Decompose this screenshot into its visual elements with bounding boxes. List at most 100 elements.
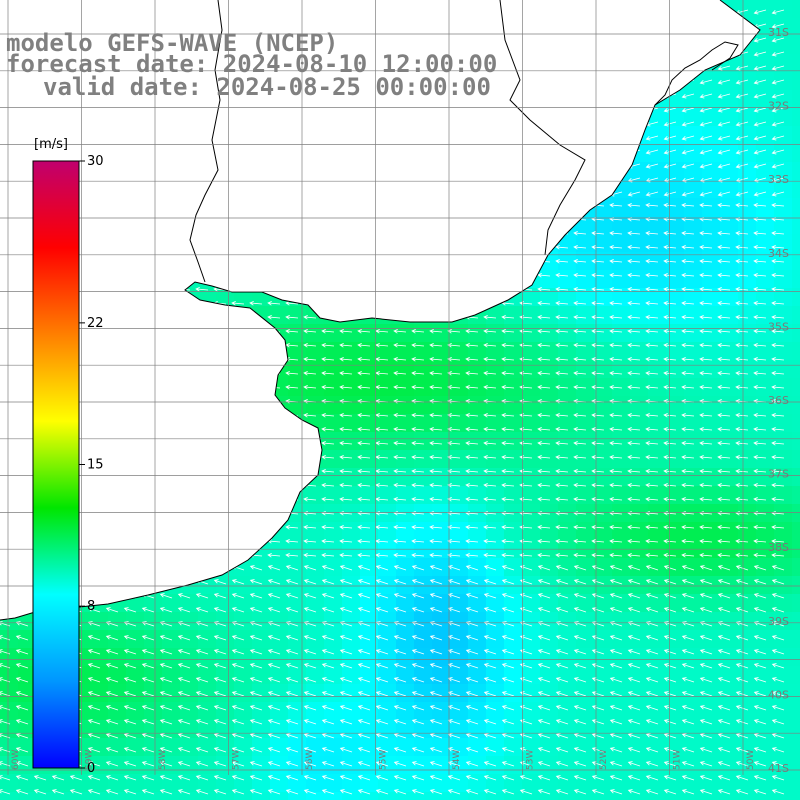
wind-arrow [339,607,353,613]
wind-arrow [717,454,731,460]
field-cell [414,792,433,800]
wind-arrow [663,412,677,418]
wind-arrow [339,426,353,432]
field-cell [612,270,631,289]
field-cell [252,558,271,577]
wind-arrow [393,663,407,669]
field-cell [756,576,775,595]
field-cell [378,432,397,451]
wind-arrow [429,482,443,488]
wind-arrow [483,440,497,446]
wind-arrow [501,412,515,418]
wind-arrow [645,440,659,446]
field-cell [666,594,685,613]
wind-arrow [753,538,767,544]
wind-arrow [267,635,281,641]
wind-arrow [771,300,785,306]
wind-arrow [267,789,281,795]
field-cell [648,630,667,649]
wind-arrow [429,593,443,599]
field-cell [234,702,253,721]
wind-arrow [231,691,245,697]
wind-arrow [195,593,209,599]
wind-arrow [429,468,443,474]
field-cell [648,162,667,181]
field-cell [540,522,559,541]
wind-arrow [645,579,659,585]
field-cell [756,558,775,577]
wind-arrow [141,705,155,711]
wind-arrow [411,440,425,446]
field-cell [720,108,739,127]
wind-arrow [375,565,389,571]
field-cell [396,612,415,631]
field-cell [594,720,613,739]
wind-arrow [663,244,677,250]
field-cell [234,720,253,739]
field-cell [324,558,343,577]
wind-arrow [195,719,209,725]
field-cell [144,648,163,667]
wind-arrow [699,135,713,141]
wind-arrow [663,426,677,432]
field-cell [792,432,800,451]
field-cell [702,234,721,253]
wind-arrow [699,649,713,655]
field-cell [630,756,649,775]
field-cell [468,360,487,379]
wind-arrow [0,775,11,781]
wind-arrow [249,635,263,641]
field-cell [504,396,523,415]
wind-arrow [627,510,641,516]
wind-arrow [627,552,641,558]
field-cell [504,306,523,325]
wind-arrow [645,384,659,390]
field-cell [666,180,685,199]
field-cell [216,774,235,793]
wind-arrow [447,775,461,781]
wind-arrow [411,719,425,725]
field-cell [594,450,613,469]
wind-arrow [411,607,425,613]
field-cell [396,432,415,451]
field-cell [738,144,757,163]
field-cell [234,612,253,631]
wind-arrow [735,370,749,376]
field-cell [234,684,253,703]
field-cell [504,468,523,487]
wind-arrow [357,635,371,641]
wind-arrow [123,733,137,739]
field-cell [450,450,469,469]
wind-arrow [771,607,785,613]
field-cell [666,468,685,487]
wind-arrow [555,356,569,362]
wind-arrow [285,300,299,306]
wind-arrow [771,37,785,43]
wind-arrow [663,482,677,488]
field-cell [216,720,235,739]
field-cell [486,360,505,379]
wind-arrow [249,761,263,767]
wind-arrow [465,440,479,446]
wind-arrow [591,691,605,697]
field-cell [792,126,800,145]
field-cell [396,360,415,379]
field-cell [702,126,721,145]
wind-arrow [627,286,641,292]
wind-arrow [267,663,281,669]
wind-arrow [573,342,587,348]
wind-arrow [375,524,389,530]
field-cell [738,216,757,235]
field-cell [792,468,800,487]
wind-arrow [753,496,767,502]
wind-arrow [771,747,785,753]
wind-arrow [393,440,407,446]
wind-arrow [555,593,569,599]
wind-arrow [483,454,497,460]
wind-arrow [699,149,713,155]
wind-arrow [573,314,587,320]
wind-arrow [321,384,335,390]
wind-arrow [645,496,659,502]
field-cell [648,126,667,145]
wind-arrow [555,789,569,795]
